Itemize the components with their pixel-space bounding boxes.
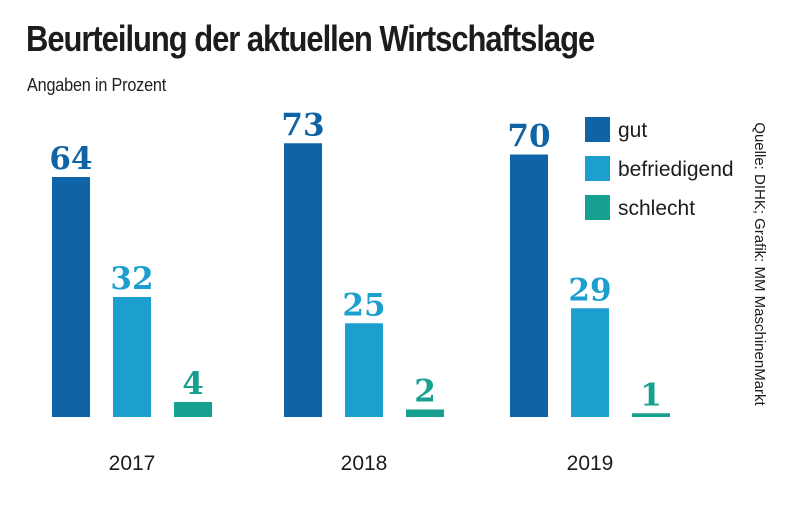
bar-befriedigend-2018 xyxy=(345,323,383,417)
bar-gut-2019 xyxy=(510,154,548,417)
chart-title: Beurteilung der aktuellen Wirtschaftslag… xyxy=(26,18,595,59)
value-label-gut-2017: 64 xyxy=(49,141,92,177)
bar-befriedigend-2017 xyxy=(113,297,151,417)
bar-schlecht-2018 xyxy=(406,409,444,417)
bar-befriedigend-2019 xyxy=(571,308,609,417)
legend-swatch-befriedigend xyxy=(585,156,610,181)
legend-label-gut: gut xyxy=(618,119,647,142)
bar-schlecht-2019 xyxy=(632,413,670,417)
value-label-befriedigend-2018: 25 xyxy=(342,287,385,323)
value-label-schlecht-2017: 4 xyxy=(182,366,204,402)
bar-schlecht-2017 xyxy=(174,402,212,417)
legend-label-schlecht: schlecht xyxy=(618,197,695,220)
value-label-befriedigend-2019: 29 xyxy=(568,272,611,308)
value-label-schlecht-2018: 2 xyxy=(414,374,436,410)
value-label-gut-2018: 73 xyxy=(281,107,324,143)
value-label-schlecht-2019: 1 xyxy=(640,377,662,413)
source-note: Quelle: DIHK; Grafik: MM MaschinenMarkt xyxy=(751,122,768,406)
category-label-2019: 2019 xyxy=(567,452,614,475)
legend-swatch-schlecht xyxy=(585,195,610,220)
category-label-2018: 2018 xyxy=(341,452,388,475)
value-label-befriedigend-2017: 32 xyxy=(110,261,153,297)
legend-swatch-gut xyxy=(585,117,610,142)
bar-gut-2018 xyxy=(284,143,322,417)
bar-gut-2017 xyxy=(52,177,90,417)
category-label-2017: 2017 xyxy=(109,452,156,475)
value-label-gut-2019: 70 xyxy=(507,119,550,155)
chart-subtitle: Angaben in Prozent xyxy=(27,75,167,95)
legend-label-befriedigend: befriedigend xyxy=(618,158,734,181)
